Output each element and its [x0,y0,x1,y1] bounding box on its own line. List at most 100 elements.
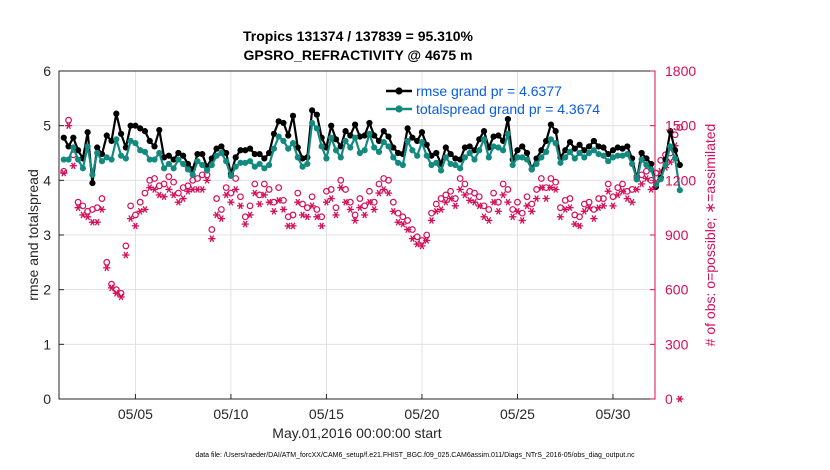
assimilated-obs-point [552,186,560,193]
rmse-point [547,121,554,128]
rmse-point [552,128,559,135]
possible-obs-point [447,187,455,195]
possible-obs-point [74,198,82,206]
rmse-point [213,145,220,152]
totalspread-point [418,138,426,146]
possible-obs-point [208,226,216,233]
totalspread-point [122,155,129,162]
rmse-point [614,144,621,151]
assimilated-obs-point [351,216,359,224]
rmse-point [385,133,392,140]
totalspread-point [79,165,86,172]
totalspread-point [538,154,545,161]
possible-obs-point [65,116,72,124]
possible-obs-point [585,198,593,206]
assimilated-obs-point [375,189,383,197]
totalspread-point [108,156,115,163]
possible-obs-point [394,209,402,217]
right-tick-label: 1800 [665,63,696,79]
totalspread-point [476,147,483,154]
totalspread-point [633,176,640,183]
possible-obs-point [260,180,268,188]
assimilated-obs-point [208,235,216,243]
rmse-point [275,118,282,125]
rmse-point [223,149,230,157]
possible-obs-point [174,189,182,197]
possible-obs-point [184,182,192,190]
left-tick-label: 1 [43,336,51,352]
rmse-point [261,155,268,162]
assimilated-obs-point [98,206,106,213]
possible-obs-point [676,124,684,131]
rmse-point [151,143,158,150]
totalspread-point [657,176,664,183]
totalspread-point [285,145,292,152]
rmse-point [289,112,297,119]
rmse-point [619,145,626,152]
rmse-point [65,143,72,150]
totalspread-point [471,156,478,163]
rmse-point [643,155,650,162]
totalspread-point [595,150,602,158]
assimilated-obs-point [346,206,354,213]
assimilated-obs-point [174,198,182,206]
assimilated-obs-point [117,293,125,301]
totalspread-point [614,152,621,159]
left-axis-ticks: 0 1 2 3 4 5 6 [43,63,64,407]
assimilated-obs-point [303,213,311,221]
possible-obs-point [122,242,130,250]
assimilated-obs-point [485,216,493,224]
assimilated-obs-point [523,202,531,210]
possible-obs-point [356,195,364,202]
rmse-point [356,133,363,140]
assimilated-obs-point [308,202,316,210]
rmse-point [270,130,278,137]
totalspread-point [98,158,106,165]
rmse-point [605,150,612,158]
left-tick-label: 4 [43,172,51,188]
possible-obs-point [217,206,225,213]
rmse-point [648,160,655,168]
possible-obs-point [232,175,240,182]
right-tick-label: 1500 [665,118,696,134]
possible-obs-point [614,184,622,192]
assimilated-obs-point [513,207,522,215]
left-tick-label: 6 [43,63,51,79]
assimilated-obs-point [241,220,249,228]
totalspread-point [485,154,492,161]
assimilated-obs-point [504,198,512,206]
assimilated-obs-point [623,195,631,202]
rmse-point [366,119,373,127]
possible-obs-point [141,189,149,197]
possible-obs-point [442,191,450,199]
possible-obs-point [194,175,201,182]
rmse-point [371,132,378,139]
totalspread-point [442,154,449,161]
totalspread-point [523,156,531,163]
possible-obs-point [165,173,173,181]
assimilated-obs-point [341,198,350,206]
possible-obs-point [275,184,283,192]
assimilated-obs-point [566,204,574,212]
assimilated-obs-point [227,198,235,206]
totalspread-point [480,136,488,143]
rmse-point [581,147,588,154]
assimilated-obs-point [599,202,608,210]
totalspread-point [500,147,507,154]
right-tick-label: 1200 [665,172,696,188]
rmse-point [218,143,225,150]
assimilated-obs-point [289,222,297,230]
possible-obs-point [566,195,574,202]
possible-obs-point [523,193,531,201]
totalspread-point [213,152,220,159]
rmse-point [84,129,91,136]
totalspread-point [447,160,454,168]
possible-obs-point [504,186,512,193]
totalspread-point [89,171,96,178]
possible-obs-point [213,195,220,202]
grid-lines [59,71,655,399]
assimilated-obs-point [131,222,140,230]
possible-obs-point [547,175,555,182]
possible-obs-point [557,204,564,212]
assimilated-obs-point [150,186,159,193]
